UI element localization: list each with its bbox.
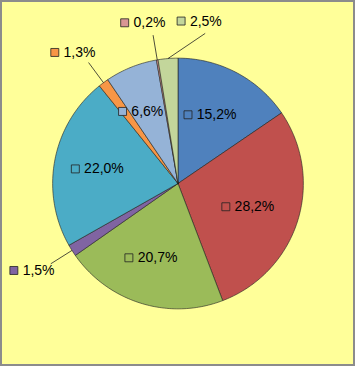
svg-text:1,3%: 1,3% [64, 44, 96, 60]
svg-text:22,0%: 22,0% [84, 160, 124, 176]
svg-text:15,2%: 15,2% [197, 106, 237, 122]
svg-text:6,6%: 6,6% [131, 103, 163, 119]
svg-text:0,2%: 0,2% [133, 14, 165, 30]
svg-text:20,7%: 20,7% [138, 249, 178, 265]
svg-text:28,2%: 28,2% [235, 198, 275, 214]
svg-text:1,5%: 1,5% [23, 262, 55, 278]
svg-text:2,5%: 2,5% [190, 13, 222, 29]
